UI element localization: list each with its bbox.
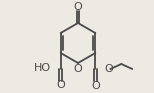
- Text: O: O: [91, 81, 100, 90]
- Text: O: O: [74, 1, 82, 12]
- Text: O: O: [74, 64, 82, 73]
- Text: O: O: [104, 64, 113, 74]
- Text: O: O: [56, 81, 65, 90]
- Text: HO: HO: [34, 63, 51, 73]
